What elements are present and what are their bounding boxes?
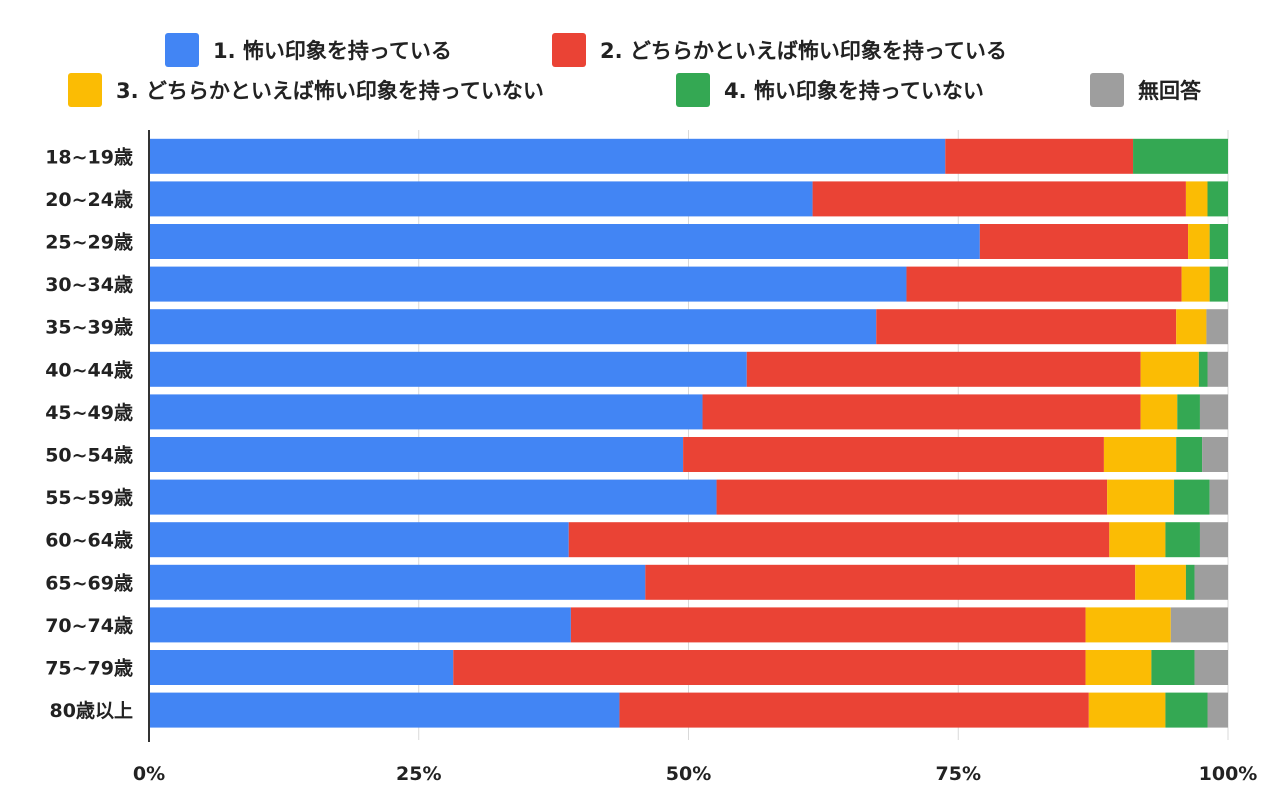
y-tick-label: 55~59歳 bbox=[45, 487, 133, 509]
x-tick-label: 0% bbox=[133, 763, 165, 785]
y-tick-label: 35~39歳 bbox=[45, 317, 133, 339]
legend-item-1: 1. 怖い印象を持っている bbox=[165, 33, 452, 67]
bar-segment bbox=[1165, 522, 1200, 558]
bar-segment bbox=[1140, 394, 1178, 430]
y-tick-label: 70~74歳 bbox=[45, 615, 133, 637]
bar-segment bbox=[1188, 224, 1210, 259]
bar-segment bbox=[1185, 564, 1195, 600]
y-tick-label: 50~54歳 bbox=[45, 445, 133, 467]
bar-segment bbox=[1177, 394, 1200, 430]
y-tick-label: 40~44歳 bbox=[45, 359, 133, 381]
bar-segment bbox=[1207, 181, 1228, 217]
legend-swatch bbox=[552, 33, 586, 67]
bar-segment bbox=[1199, 522, 1228, 558]
y-tick-label: 30~34歳 bbox=[45, 274, 133, 296]
y-tick-label: 80歳以上 bbox=[50, 700, 133, 722]
bar-segment bbox=[149, 522, 569, 558]
y-tick-label: 65~69歳 bbox=[45, 572, 133, 594]
bar-segment bbox=[746, 351, 1141, 387]
bar-segment bbox=[812, 181, 1186, 217]
y-tick-label: 45~49歳 bbox=[45, 402, 133, 424]
bar-segment bbox=[1176, 437, 1203, 472]
x-tick-label: 75% bbox=[936, 763, 981, 785]
legend-item-2: 2. どちらかといえば怖い印象を持っている bbox=[552, 33, 1007, 67]
legend-label: 4. 怖い印象を持っていない bbox=[724, 79, 984, 103]
bar-segment bbox=[1207, 351, 1228, 387]
bar-segment bbox=[1151, 650, 1195, 685]
bar-segment bbox=[149, 692, 620, 728]
legend-label: 無回答 bbox=[1138, 79, 1201, 103]
bar-segment bbox=[906, 266, 1182, 302]
y-tick-label: 20~24歳 bbox=[45, 189, 133, 211]
y-tick-label: 60~64歳 bbox=[45, 530, 133, 552]
bar-segment bbox=[149, 266, 907, 302]
legend-label: 1. 怖い印象を持っている bbox=[213, 39, 452, 63]
bar-segment bbox=[149, 437, 684, 472]
legend-swatch bbox=[68, 73, 102, 107]
bar-segment bbox=[1170, 607, 1228, 643]
bar-segment bbox=[1088, 692, 1166, 728]
bar-segment bbox=[1107, 479, 1175, 515]
bar-segment bbox=[1103, 437, 1177, 472]
bar-segment bbox=[149, 138, 946, 174]
bar-segment bbox=[1207, 692, 1228, 728]
bar-segment bbox=[149, 479, 717, 515]
bar-segment bbox=[1194, 564, 1228, 600]
y-tick-label: 25~29歳 bbox=[45, 232, 133, 254]
legend-swatch bbox=[165, 33, 199, 67]
bar-segment bbox=[979, 224, 1189, 259]
bar-segment bbox=[568, 522, 1110, 558]
bar-segment bbox=[149, 394, 703, 430]
bar-segment bbox=[149, 564, 646, 600]
bar-segment bbox=[1133, 138, 1228, 174]
bar-segment bbox=[716, 479, 1108, 515]
bar-segment bbox=[1181, 266, 1210, 302]
bar-segment bbox=[1135, 564, 1186, 600]
bar-segment bbox=[570, 607, 1086, 643]
bar-segment bbox=[149, 650, 454, 685]
bar-segment bbox=[619, 692, 1089, 728]
bar-segment bbox=[1206, 309, 1228, 345]
bar-segment bbox=[1185, 181, 1208, 217]
legend-item-3: 3. どちらかといえば怖い印象を持っていない bbox=[68, 73, 544, 107]
bar-segment bbox=[876, 309, 1177, 345]
bar-segment bbox=[1209, 224, 1228, 259]
bar-segment bbox=[1209, 479, 1228, 515]
legend-swatch bbox=[1090, 73, 1124, 107]
bar-segment bbox=[945, 138, 1134, 174]
bar-segment bbox=[1109, 522, 1166, 558]
bar-segment bbox=[149, 607, 571, 643]
bar-segment bbox=[1202, 437, 1228, 472]
bar-segment bbox=[1174, 479, 1210, 515]
bar-segment bbox=[149, 309, 877, 345]
bar-segment bbox=[1085, 607, 1171, 643]
bar-segment bbox=[1085, 650, 1152, 685]
bar-segment bbox=[149, 224, 980, 259]
bar-segment bbox=[1198, 351, 1208, 387]
bar-segment bbox=[453, 650, 1086, 685]
bar-segment bbox=[645, 564, 1136, 600]
bar-segment bbox=[1176, 309, 1207, 345]
legend-item-5: 無回答 bbox=[1090, 73, 1201, 107]
bar-segment bbox=[149, 181, 813, 217]
bar-segment bbox=[1165, 692, 1208, 728]
legend-label: 3. どちらかといえば怖い印象を持っていない bbox=[116, 79, 544, 103]
bar-segment bbox=[683, 437, 1104, 472]
x-tick-label: 100% bbox=[1199, 763, 1258, 785]
bar-segment bbox=[1140, 351, 1199, 387]
legend-item-4: 4. 怖い印象を持っていない bbox=[676, 73, 984, 107]
x-tick-label: 25% bbox=[396, 763, 441, 785]
bar-segment bbox=[1199, 394, 1228, 430]
bar-segment bbox=[1209, 266, 1228, 302]
legend-label: 2. どちらかといえば怖い印象を持っている bbox=[600, 39, 1007, 63]
x-tick-label: 50% bbox=[666, 763, 711, 785]
legend-swatch bbox=[676, 73, 710, 107]
y-tick-label: 75~79歳 bbox=[45, 658, 133, 680]
bar-segment bbox=[702, 394, 1141, 430]
y-tick-label: 18~19歳 bbox=[45, 146, 133, 168]
bar-segment bbox=[1194, 650, 1228, 685]
bar-segment bbox=[149, 351, 747, 387]
